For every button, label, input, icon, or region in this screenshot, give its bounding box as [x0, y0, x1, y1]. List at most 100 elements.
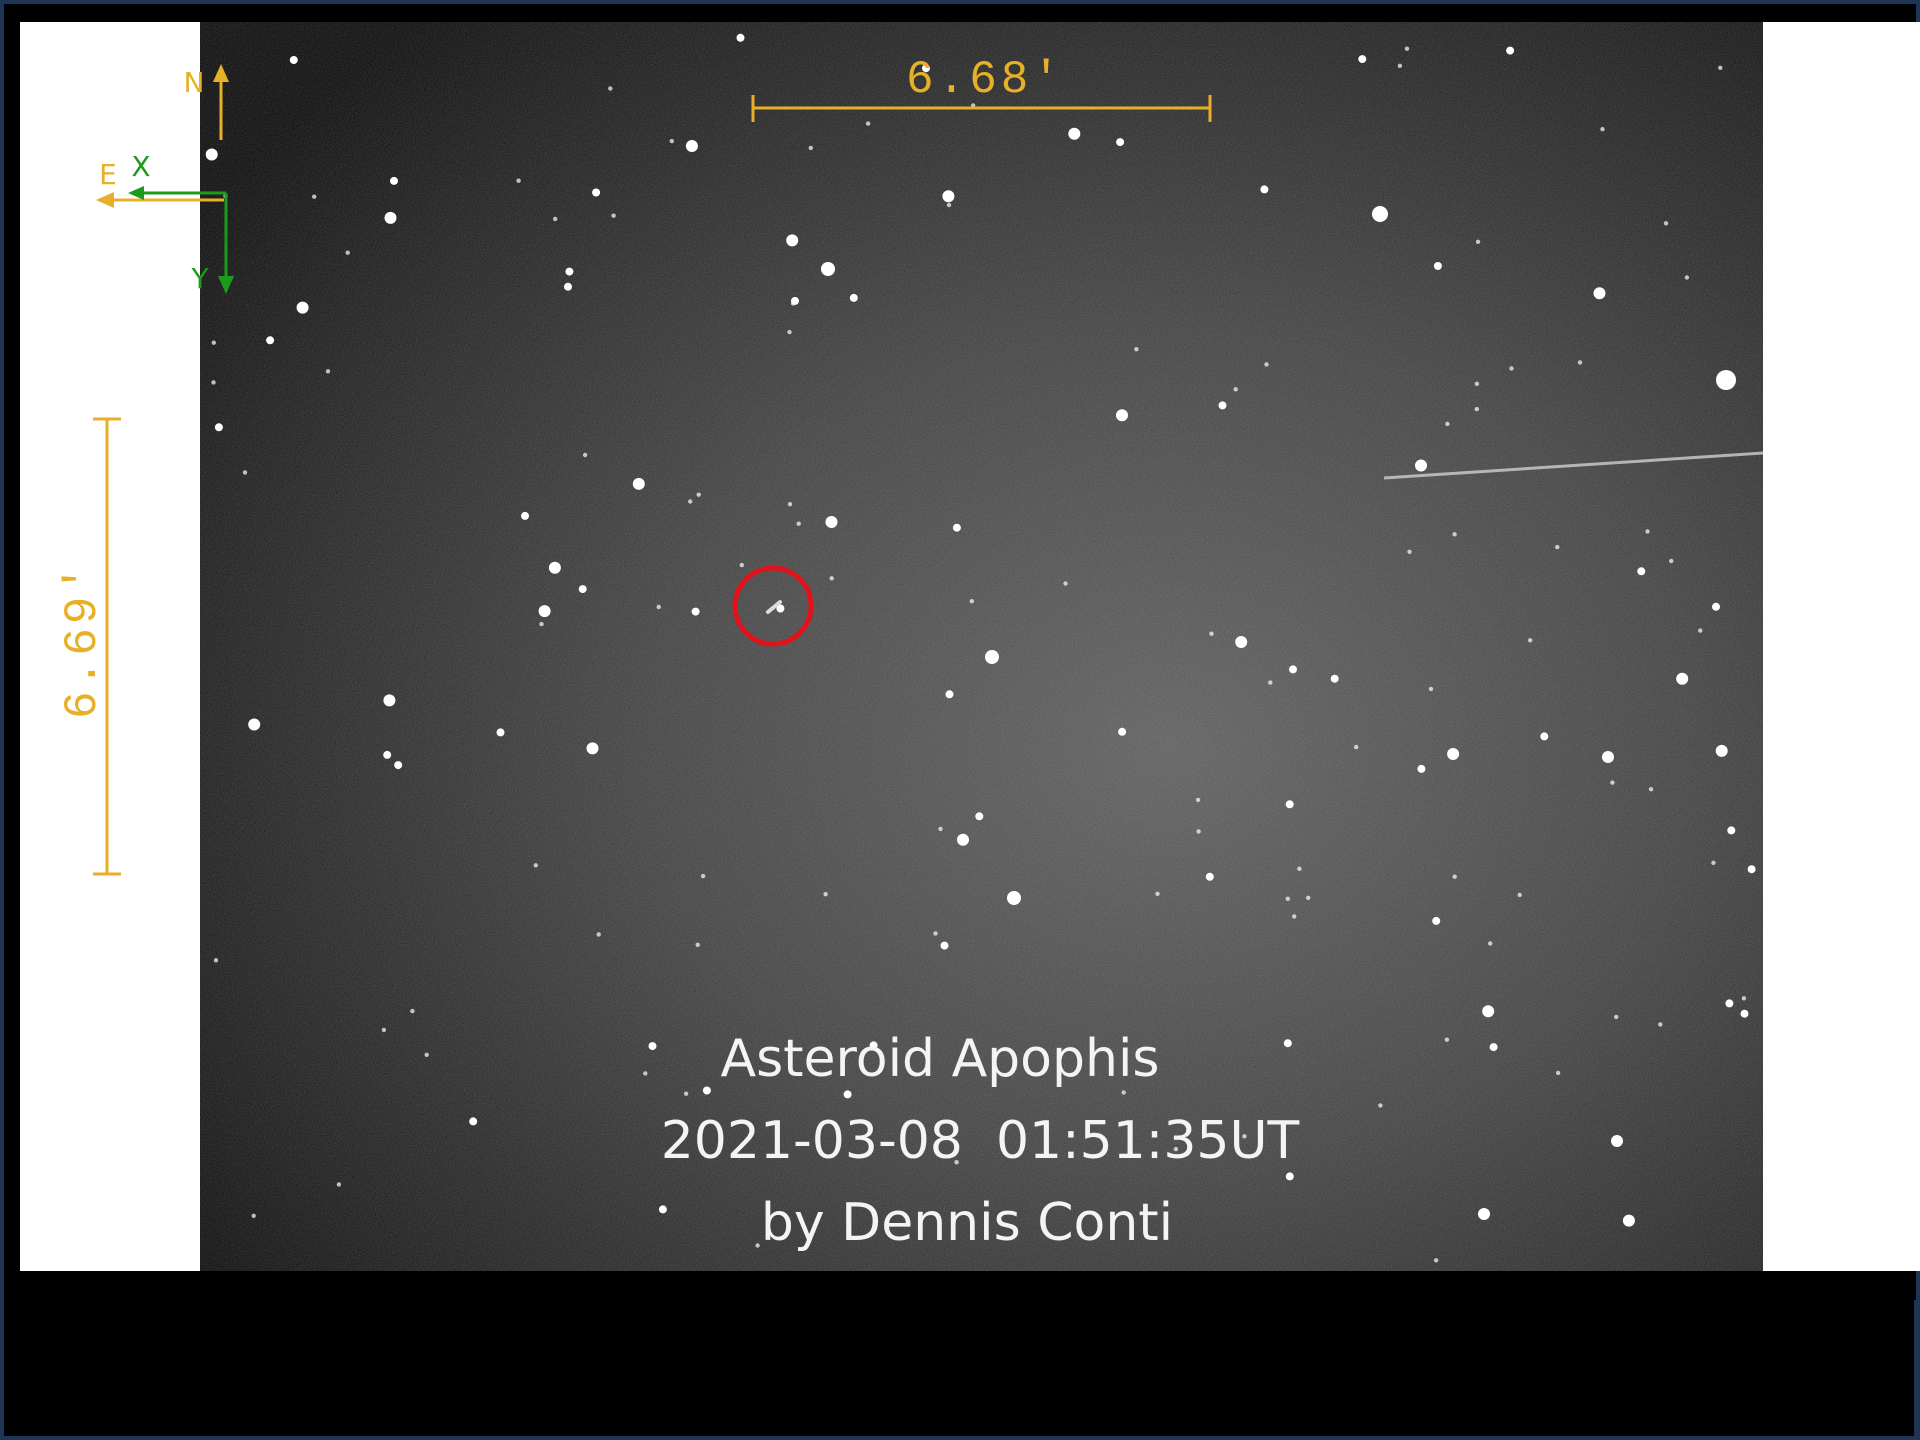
star: [1122, 1090, 1126, 1094]
star: [1116, 138, 1124, 146]
star: [809, 146, 813, 150]
star: [1623, 1215, 1635, 1227]
star: [1611, 1135, 1623, 1147]
star: [326, 369, 330, 373]
star: [957, 834, 969, 846]
star: [688, 499, 692, 503]
star: [266, 336, 274, 344]
caption-credit: by Dennis Conti: [761, 1193, 1173, 1253]
star: [1476, 240, 1480, 244]
star: [539, 605, 551, 617]
star: [1447, 748, 1459, 760]
star: [243, 470, 247, 474]
star: [248, 719, 260, 731]
star: [1637, 567, 1645, 575]
star: [1725, 999, 1733, 1007]
star: [1540, 732, 1548, 740]
star: [553, 217, 557, 221]
star: [1209, 632, 1213, 636]
star: [946, 690, 954, 698]
star: [1445, 422, 1449, 426]
star: [941, 942, 949, 950]
star: [649, 1042, 657, 1050]
star: [697, 493, 701, 497]
star: [1378, 1103, 1382, 1107]
star: [1068, 128, 1080, 140]
star: [1685, 275, 1689, 279]
star: [290, 56, 298, 64]
star: [1645, 529, 1649, 533]
star: [1509, 366, 1513, 370]
star: [823, 892, 827, 896]
star: [564, 283, 572, 291]
star: [1407, 550, 1411, 554]
star: [1331, 675, 1339, 683]
star: [1297, 867, 1301, 871]
star: [1196, 798, 1200, 802]
star: [1286, 897, 1290, 901]
east-label: E: [99, 158, 117, 191]
star: [1434, 1258, 1438, 1262]
star: [1475, 407, 1479, 411]
star: [212, 341, 216, 345]
star: [1286, 1172, 1294, 1180]
star: [1264, 362, 1268, 366]
star: [686, 140, 698, 152]
star: [1358, 55, 1366, 63]
star: [1578, 360, 1582, 364]
page: 6.68' 6.69' N E X Y Asteroid Apophis 202…: [0, 0, 1920, 1440]
star: [696, 943, 700, 947]
star: [383, 694, 395, 706]
star: [215, 423, 223, 431]
star: [1260, 185, 1268, 193]
star: [579, 585, 587, 593]
star: [1488, 941, 1492, 945]
star: [549, 562, 561, 574]
star: [1698, 628, 1702, 632]
star: [670, 139, 674, 143]
star: [1417, 765, 1425, 773]
star: [659, 1205, 667, 1213]
star: [975, 812, 983, 820]
star: [1518, 893, 1522, 897]
star: [1116, 409, 1128, 421]
star: [337, 1182, 341, 1186]
star: [1741, 1010, 1749, 1018]
star: [740, 563, 744, 567]
star: [1482, 1005, 1494, 1017]
star: [1669, 559, 1673, 563]
star: [1602, 751, 1614, 763]
star: [597, 932, 601, 936]
right-margin: [1763, 22, 1920, 1271]
star: [539, 622, 543, 626]
star: [1555, 545, 1559, 549]
star: [1727, 826, 1735, 834]
star: [583, 453, 587, 457]
star: [394, 761, 402, 769]
star: [737, 34, 745, 42]
star: [1196, 829, 1200, 833]
star: [1556, 1071, 1560, 1075]
star: [1506, 47, 1514, 55]
star: [1372, 206, 1388, 222]
star: [1415, 460, 1427, 472]
star: [1354, 745, 1358, 749]
star: [633, 478, 645, 490]
star: [701, 874, 705, 878]
star: [1306, 896, 1310, 900]
star: [1600, 127, 1604, 131]
star: [1658, 1022, 1662, 1026]
star: [1289, 665, 1297, 673]
star: [866, 121, 870, 125]
star: [844, 1090, 852, 1098]
star: [786, 234, 798, 246]
caption-timestamp: 2021-03-08 01:51:35UT: [661, 1111, 1300, 1171]
star: [938, 827, 942, 831]
star: [970, 599, 974, 603]
slide: 6.68' 6.69' N E X Y Asteroid Apophis 202…: [0, 0, 1920, 1440]
star: [1712, 603, 1720, 611]
star: [211, 380, 215, 384]
star: [953, 524, 961, 532]
star: [1118, 728, 1126, 736]
star: [830, 576, 834, 580]
